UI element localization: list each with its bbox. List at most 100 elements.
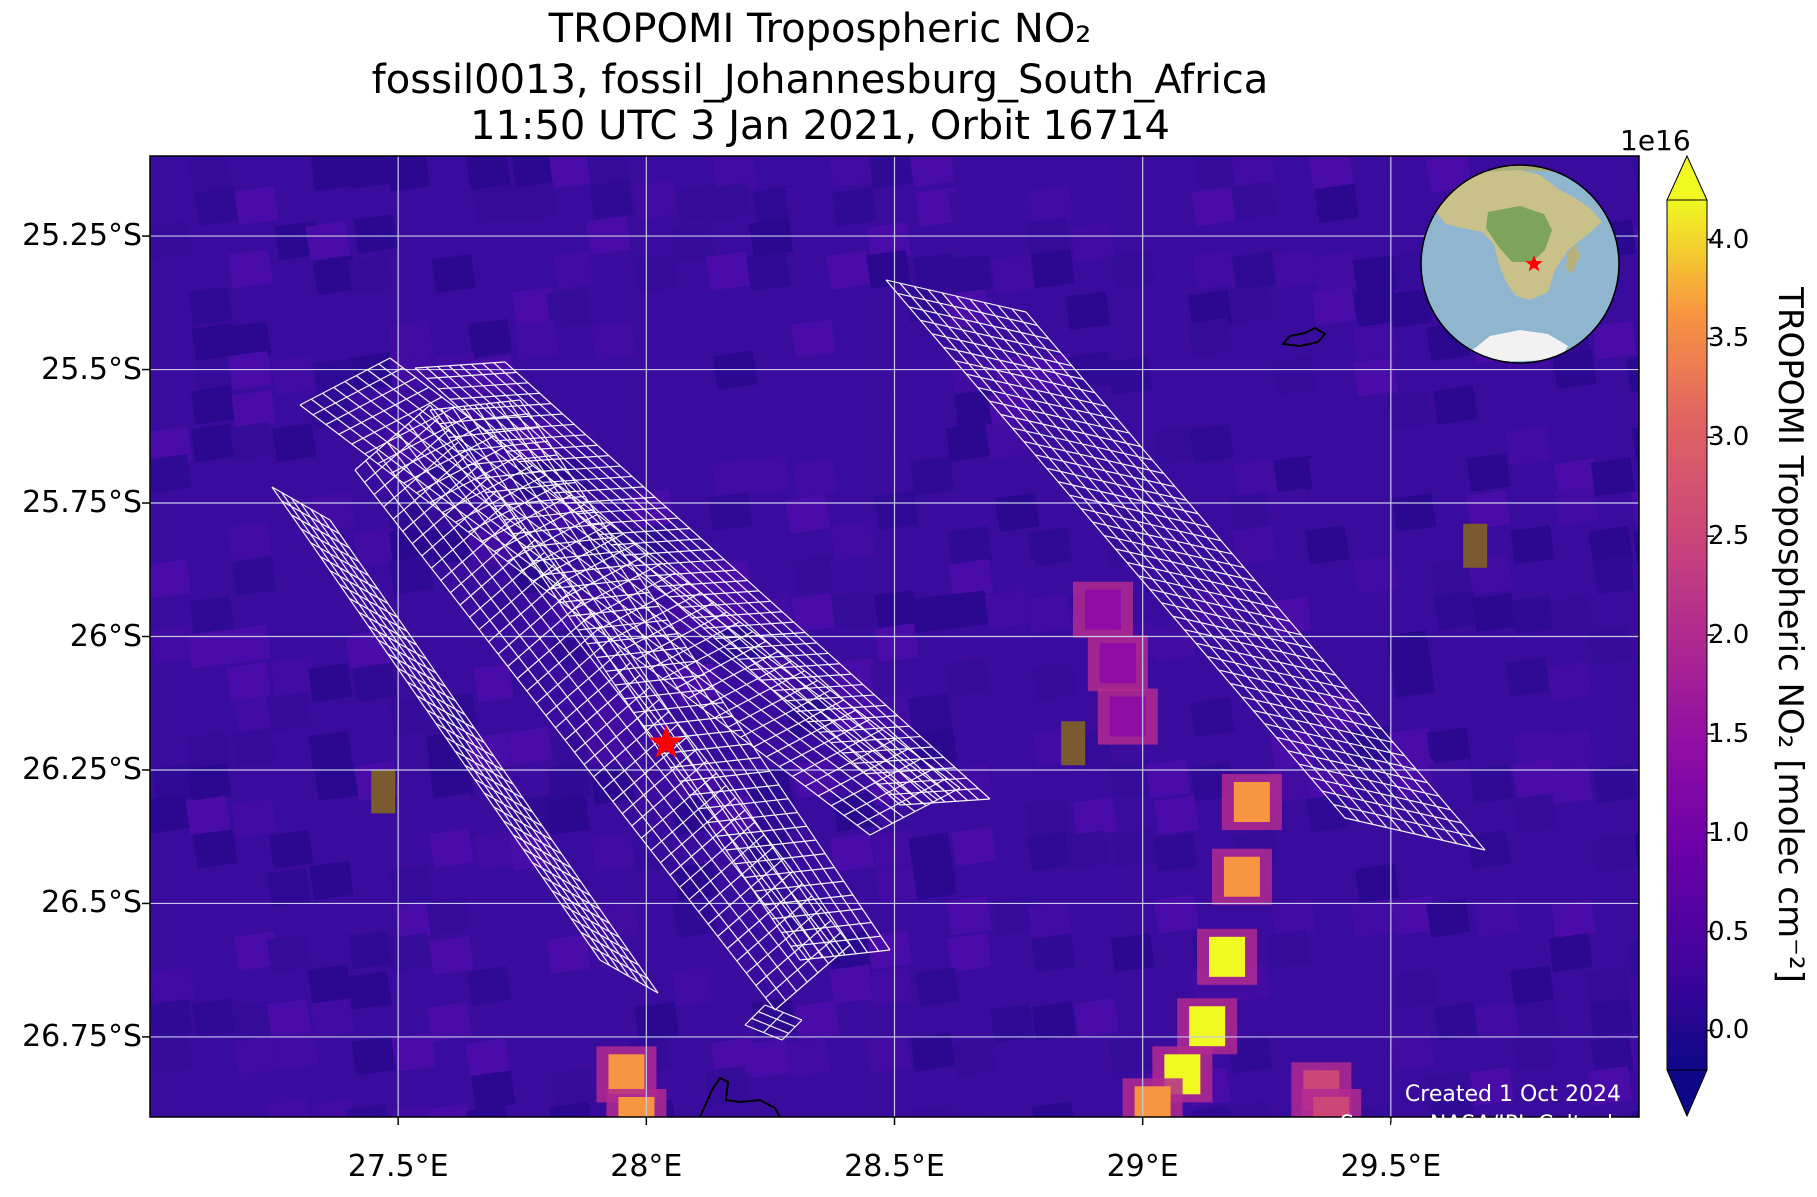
no2-pixel: [833, 695, 878, 735]
no2-pixel: [1592, 320, 1637, 360]
no2-pixel: [231, 1001, 276, 1041]
no2-pixel: [1155, 424, 1200, 465]
swath-line: [281, 500, 340, 535]
no2-pixel: [353, 527, 398, 567]
no2-pixel: [467, 1003, 512, 1043]
no2-pixel: [547, 762, 592, 802]
swath-line: [1057, 481, 1199, 515]
no2-pixel: [948, 254, 993, 294]
no2-pixel: [784, 181, 830, 222]
no2-pixel: [475, 933, 520, 973]
no2-pixel: [227, 321, 272, 361]
swath-line: [1069, 494, 1210, 528]
swath-line: [830, 735, 921, 744]
no2-pixel: [705, 251, 751, 291]
no2-pixel: [271, 355, 316, 396]
colorbar-tick-label: 1.0: [1708, 817, 1750, 848]
no2-pixel: [234, 185, 279, 226]
land-patch: [371, 769, 396, 814]
lon-label: 27.5°E: [347, 1149, 449, 1184]
swath-line: [426, 709, 485, 744]
no2-pixel: [785, 1037, 831, 1078]
swath-line: [1230, 682, 1371, 717]
no2-pixel: [190, 385, 236, 425]
no2-pixel: [1433, 1002, 1479, 1042]
no2-pixel: [873, 589, 918, 629]
no2-pixel: [914, 1066, 959, 1107]
swath-line: [954, 360, 1095, 394]
no2-pixel: [591, 1002, 637, 1042]
swath-line: [553, 486, 644, 494]
no2-pixel: [1107, 356, 1152, 396]
swath-west-b: [414, 361, 991, 806]
colorbar-tick-label: 1.5: [1708, 718, 1750, 749]
no2-pixel: [674, 663, 719, 703]
swath-line: [483, 792, 543, 827]
lat-label: 26.5°S: [41, 885, 142, 921]
no2-pixel: [590, 765, 635, 805]
no2-pixel: [1152, 832, 1198, 872]
no2-pixel: [1025, 217, 1070, 257]
no2-pixel: [1627, 935, 1639, 976]
swath-line: [1080, 508, 1222, 542]
no2-pixel: [150, 897, 192, 937]
swath-line: [593, 711, 670, 778]
no2-pixel: [910, 1032, 955, 1072]
no2-pixel: [1145, 284, 1190, 324]
no2-pixel: [427, 1002, 472, 1042]
swath-line: [749, 663, 840, 671]
colorbar-tick-label: 3.0: [1708, 422, 1750, 453]
no2-pixel: [187, 629, 232, 669]
no2-pixel: [711, 999, 756, 1040]
swath-line: [377, 639, 437, 674]
title-line-3: 11:50 UTC 3 Jan 2021, Orbit 16714: [470, 103, 1170, 149]
swath-line: [633, 701, 724, 714]
no2-pixel: [429, 828, 474, 868]
colorbar-exponent: 1e16: [1620, 124, 1691, 157]
swath-line: [688, 834, 765, 900]
swath-line: [329, 569, 389, 604]
no2-pixel: [1505, 657, 1551, 697]
swath-line: [1241, 696, 1382, 730]
east-plume-pixel: [1223, 856, 1260, 897]
no2-pixel: [1149, 317, 1194, 357]
no2-pixel: [1110, 250, 1155, 290]
no2-pixel: [1548, 765, 1593, 805]
swath-west-c: [271, 486, 659, 994]
swath-line: [597, 582, 689, 631]
no2-pixel: [1353, 554, 1398, 595]
no2-pixel: [1390, 658, 1436, 698]
no2-pixel: [905, 594, 951, 634]
no2-pixel: [1592, 555, 1638, 595]
no2-pixel: [265, 592, 310, 633]
no2-pixel: [1027, 527, 1073, 567]
no2-pixel: [1590, 833, 1636, 874]
swath-line: [383, 441, 460, 508]
no2-pixel: [1587, 1066, 1633, 1106]
swath-line: [1253, 709, 1394, 743]
no2-pixel: [1265, 488, 1311, 528]
colorbar-extend-min: [1666, 1069, 1708, 1118]
no2-pixel: [712, 350, 758, 390]
swath-line: [571, 562, 663, 611]
no2-pixel: [1353, 357, 1398, 397]
swath-line: [474, 778, 533, 813]
no2-pixel: [513, 759, 558, 799]
no2-pixel: [984, 590, 1030, 630]
swath-line: [698, 846, 775, 913]
no2-pixel: [989, 1106, 1034, 1117]
swath-line: [348, 597, 408, 632]
swath-line: [670, 756, 761, 769]
no2-pixel: [553, 1035, 598, 1075]
swath-line: [1046, 467, 1187, 501]
coastline-lake: [1280, 326, 1327, 348]
no2-pixel: [825, 896, 871, 937]
swath-line: [507, 600, 584, 667]
swath-line: [532, 862, 591, 897]
swath-line: [531, 550, 622, 562]
swath-line: [450, 527, 526, 594]
no2-pixel: [430, 863, 475, 903]
no2-pixel: [1589, 998, 1634, 1038]
east-plume-pixel: [1209, 936, 1246, 977]
no2-pixel: [1231, 156, 1276, 190]
